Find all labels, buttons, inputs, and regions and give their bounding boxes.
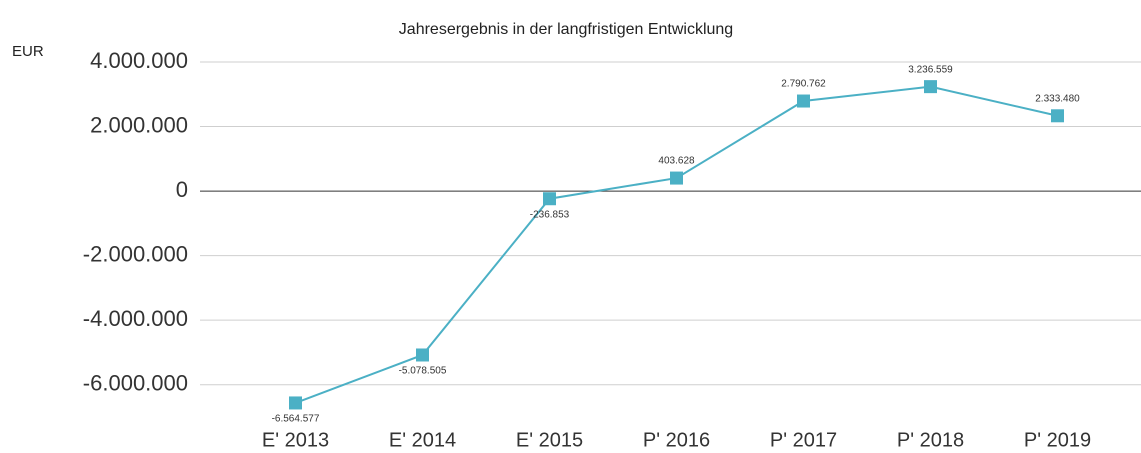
x-tick-label: E' 2013 xyxy=(262,429,329,451)
data-label: -5.078.505 xyxy=(399,366,447,377)
x-tick-label: P' 2019 xyxy=(1024,429,1091,451)
y-axis-label: EUR xyxy=(12,43,44,60)
data-point xyxy=(543,192,556,206)
data-label: 3.236.559 xyxy=(908,64,953,75)
y-tick-label: -4.000.000 xyxy=(83,306,188,331)
chart-title: Jahresergebnis in der langfristigen Entw… xyxy=(399,21,733,38)
series-line xyxy=(295,85,1058,404)
data-point xyxy=(924,80,937,94)
data-point xyxy=(1051,109,1064,123)
data-label: -6.564.577 xyxy=(272,414,320,425)
x-tick-label: P' 2018 xyxy=(897,429,964,451)
y-tick-label: 0 xyxy=(176,177,188,202)
x-tick-label: E' 2015 xyxy=(516,429,583,451)
data-label: 2.333.480 xyxy=(1035,93,1080,104)
y-tick-label: 4.000.000 xyxy=(90,48,188,73)
x-tick-label: P' 2017 xyxy=(770,429,837,451)
data-point xyxy=(670,171,683,185)
data-point xyxy=(797,94,810,108)
data-label: 2.790.762 xyxy=(781,79,826,90)
data-label: 403.628 xyxy=(658,156,695,167)
data-point xyxy=(416,348,429,362)
y-tick-label: 2.000.000 xyxy=(90,112,188,137)
y-tick-label: -6.000.000 xyxy=(83,371,188,396)
y-tick-label: -2.000.000 xyxy=(83,241,188,266)
data-point xyxy=(289,396,302,410)
data-label: -236.853 xyxy=(530,209,570,220)
x-tick-label: P' 2016 xyxy=(643,429,710,451)
x-tick-label: E' 2014 xyxy=(389,429,456,451)
